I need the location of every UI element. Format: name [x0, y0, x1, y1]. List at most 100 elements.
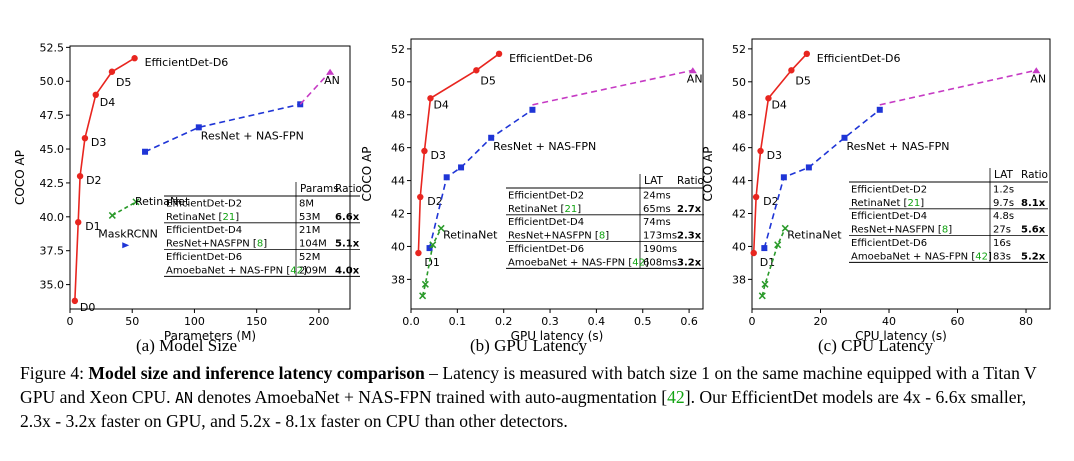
panel3-resnet-nas-fpn-point	[841, 134, 848, 141]
panel3-table-cell-model: EfficientDet-D4	[851, 211, 927, 222]
panel2-table-cell-ratio: 3.2x	[677, 257, 702, 268]
panel3-xtick-label: 0	[749, 315, 756, 328]
panel3-table-cell-ratio: 8.1x	[1021, 198, 1046, 209]
panel1-ytick-label: 40.0	[40, 211, 65, 224]
panel3-table-cell-model: EfficientDet-D6	[851, 238, 927, 249]
citation-link[interactable]: 42	[667, 386, 685, 407]
panel2-xtick-label: 0.3	[541, 315, 559, 328]
panel2-xtick-label: 0.0	[402, 315, 420, 328]
panel3-table-cell-value: 4.8s	[993, 211, 1014, 222]
panel2-efficientdet-point	[495, 50, 503, 58]
panel2-table-cell-value: 65ms	[643, 204, 671, 215]
panel2-table-cell-model: AmoebaNet + NAS-FPN [42]	[508, 257, 649, 268]
panel1-efficientdet-point	[81, 134, 89, 142]
table-citation[interactable]: 8	[257, 239, 263, 250]
panel1-retinanet-label: RetinaNet	[135, 195, 190, 208]
panel1-table-cell-value: 209M	[299, 265, 327, 276]
panel3-xtick-label: 40	[882, 315, 896, 328]
panel1-point-label: EfficientDet-D6	[145, 56, 229, 69]
panel3-plot-frame	[751, 38, 1051, 310]
panel2-retinanet-point	[437, 224, 445, 232]
table-model-text: ResNet+NASFPN [	[851, 225, 942, 236]
panel3-ytick-label: 52	[732, 43, 746, 56]
table-citation[interactable]: 21	[564, 204, 577, 215]
panel2-table-cell-value: 24ms	[643, 190, 671, 201]
table-citation[interactable]: 42	[290, 265, 303, 276]
panel1-xtick-label: 100	[184, 315, 205, 328]
table-citation[interactable]: 42	[632, 257, 645, 268]
panel3-xtick-label: 60	[951, 315, 965, 328]
panel2-resnet-nas-fpn-point	[529, 106, 536, 113]
table-model-text: AmoebaNet + NAS-FPN [	[851, 251, 975, 262]
panel3-table-header: LAT	[994, 169, 1013, 181]
panel1-yaxis-label: COCO AP	[13, 150, 27, 205]
panel1-table-cell-value: 53M	[299, 212, 320, 223]
panel3-table-cell-value: 16s	[993, 238, 1011, 249]
caption-prefix: Figure 4:	[20, 363, 89, 383]
panel1-efficientdet-point	[76, 172, 84, 180]
panel1-plot-frame	[69, 45, 351, 310]
panel1-resnet-nas-fpn-line	[144, 103, 301, 153]
panel2-efficientdet-point	[417, 193, 424, 201]
panel2-resnet-nas-fpn-point	[488, 134, 495, 141]
panel2-plot-frame	[410, 38, 704, 310]
panel1-table-cell-model: ResNet+NASFPN [8]	[166, 239, 267, 250]
panel3-resnet-nas-fpn-label: ResNet + NAS-FPN	[846, 140, 949, 153]
panel1-retinanet-point	[108, 211, 116, 219]
panel1-resnet-nas-fpn-point	[142, 148, 149, 155]
panel2-retinanet-line	[421, 227, 442, 297]
panel1-ytick-label: 52.5	[40, 41, 65, 54]
panel1-ytick-label: 45.0	[40, 143, 65, 156]
table-citation[interactable]: 42	[975, 251, 988, 262]
subcaption-cpu-latency: (c) CPU Latency	[818, 336, 934, 355]
panel3-amoebanet-nas-fpn-point	[1032, 67, 1041, 74]
panel1-point-label: D2	[86, 174, 101, 187]
panel1-point-label: D5	[116, 76, 131, 89]
panel2-retinanet-point	[419, 292, 427, 300]
table-citation[interactable]: 8	[942, 225, 948, 236]
panel1-table-cell-ratio: 5.1x	[335, 239, 360, 250]
panel1-ytick-label: 37.5	[40, 245, 65, 258]
panel2-xtick-label: 0.2	[495, 315, 513, 328]
panel2-yaxis-label: COCO AP	[360, 147, 374, 202]
panel2-table-cell-ratio: 2.7x	[677, 204, 702, 215]
panel1-ytick-label: 42.5	[40, 177, 65, 190]
panel3-table-cell-value: 9.7s	[993, 198, 1014, 209]
panel2-retinanet-label: RetinaNet	[443, 228, 498, 241]
panel3-efficientdet-line	[752, 53, 808, 254]
panel2-ytick-label: 46	[391, 142, 405, 155]
panel3-point-label: D1	[760, 256, 775, 269]
panel2-table-cell-model: EfficientDet-D6	[508, 244, 584, 255]
table-model-text: RetinaNet [	[851, 198, 907, 209]
caption-text-1: – Latency is measured with batch size 1 …	[20, 363, 1037, 407]
panel3-retinanet-point	[781, 224, 789, 232]
panel1-table-cell-model: EfficientDet-D2	[166, 198, 242, 209]
panel2-amoebanet-nas-fpn-point	[688, 67, 697, 74]
panel1-efficientdet-point	[108, 68, 116, 75]
panel1-amoebanet-nas-fpn-label: AN	[324, 74, 340, 87]
panel1-efficientdet-point	[75, 219, 82, 226]
panel1-table-cell-ratio: 4.0x	[335, 265, 360, 276]
panel3-point-label: D5	[795, 74, 810, 87]
panel1-table-header: Ratio	[335, 183, 362, 195]
panel3-efficientdet-point	[752, 193, 760, 201]
panel1-amoebanet-nas-fpn-point	[326, 68, 335, 75]
panel3-ytick-label: 38	[732, 273, 746, 286]
panel2-table-cell-model: ResNet+NASFPN [8]	[508, 231, 609, 242]
panel3-efficientdet-point	[765, 95, 772, 102]
panel2-efficientdet-point	[415, 249, 422, 257]
table-citation[interactable]: 8	[599, 231, 605, 242]
panel3-resnet-nas-fpn-point	[805, 164, 812, 171]
table-citation[interactable]: 21	[907, 198, 920, 209]
panel3-table-cell-value: 83s	[993, 251, 1011, 262]
panel3-retinanet-point	[774, 241, 782, 249]
table-model-text: ResNet+NASFPN [	[508, 231, 599, 242]
panel2-ytick-label: 44	[391, 175, 405, 188]
panel1-efficientdet-point	[131, 55, 138, 62]
panel1-efficientdet-line	[74, 57, 135, 301]
panel1-table-cell-value: 104M	[299, 239, 327, 250]
panel3-xtick-label: 80	[1019, 315, 1033, 328]
table-citation[interactable]: 21	[222, 212, 235, 223]
panel3-efficientdet-point	[750, 249, 757, 257]
panel1-table-cell-model: EfficientDet-D4	[166, 225, 242, 236]
